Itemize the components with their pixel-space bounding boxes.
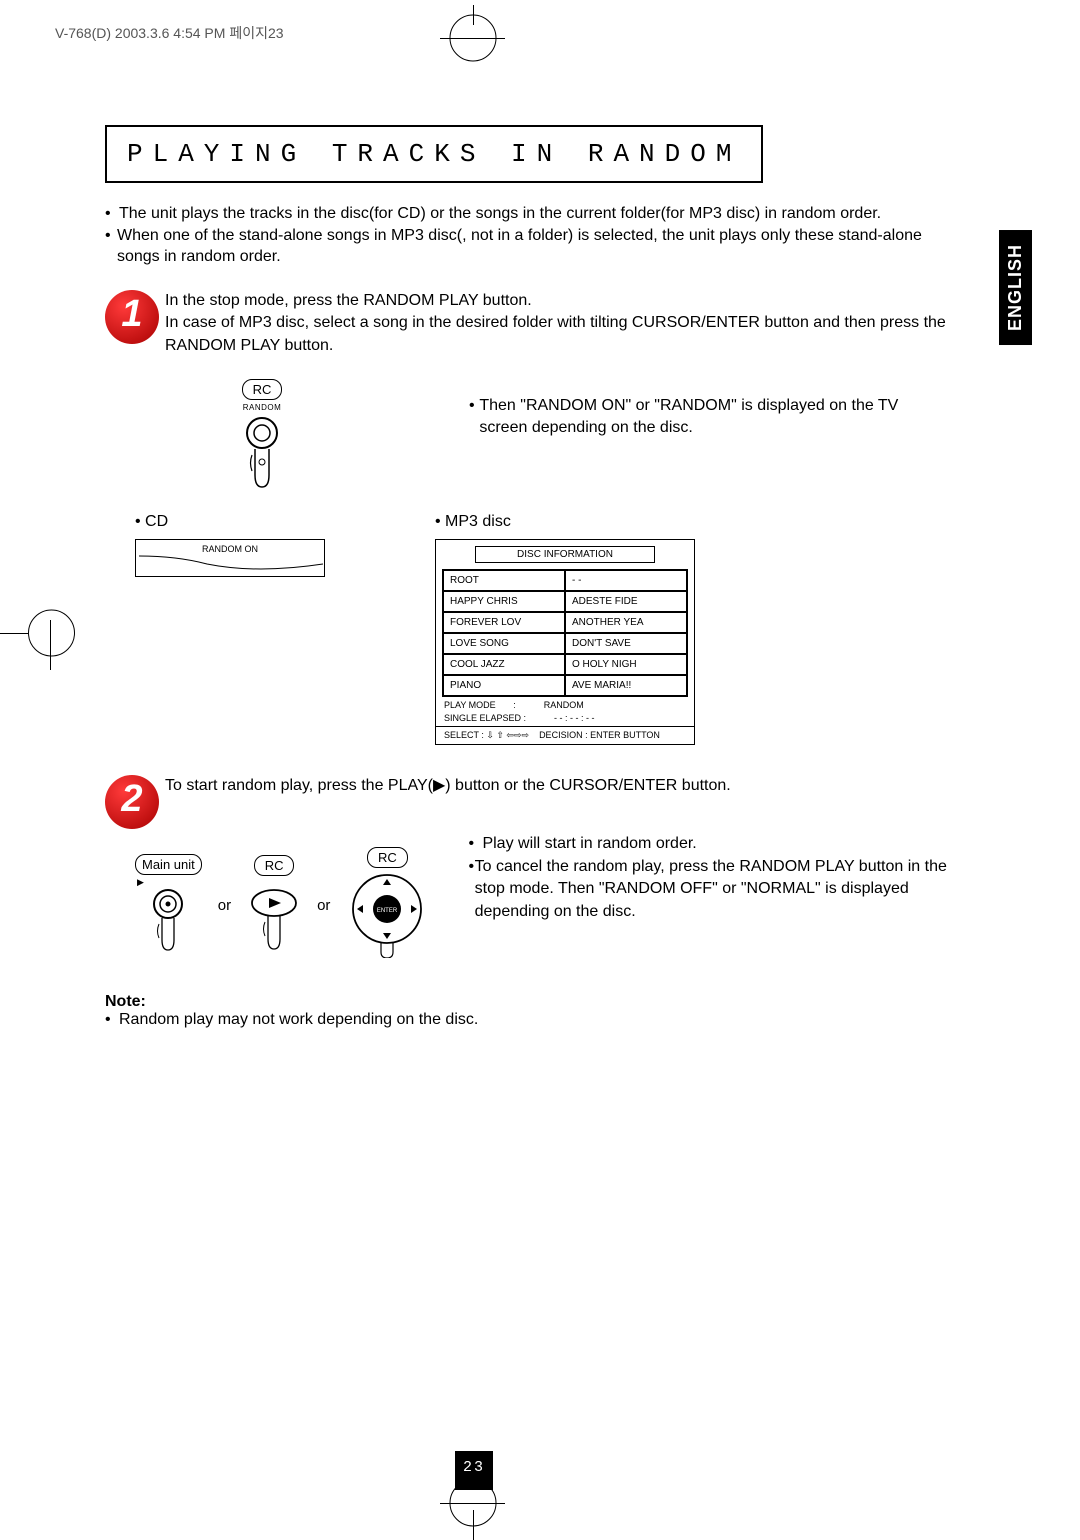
disc-foot-playmode: PLAY MODE : RANDOM [436, 697, 694, 713]
rc-chip: RC [242, 379, 283, 400]
bullet-dot: • [469, 395, 479, 440]
step2-number-icon: 2 [105, 775, 159, 829]
cd-label: • CD [135, 513, 395, 531]
bullet-dot: • [105, 225, 117, 268]
step2-side-notes: •Play will start in random order. •To ca… [468, 827, 950, 923]
bullet-dot: • [468, 833, 482, 855]
step2-s2: To cancel the random play, press the RAN… [475, 856, 950, 923]
crop-mark-left [0, 610, 60, 655]
step2-text: To start random play, press the PLAY(▶) … [165, 775, 950, 797]
step1-line1: In the stop mode, press the RANDOM PLAY … [165, 290, 950, 312]
step-1: 1 In the stop mode, press the RANDOM PLA… [105, 290, 950, 357]
sel-left: SELECT : ⇩ ⇧ ⇦⇨⇨ [444, 730, 529, 741]
play-icon: ▶ [137, 877, 202, 888]
note-text: Random play may not work depending on th… [119, 1011, 478, 1029]
rc-play-icon [247, 887, 301, 951]
cd-column: • CD RANDOM ON [135, 513, 395, 745]
step1-num: 1 [121, 293, 142, 336]
mp3-label: • MP3 disc [435, 513, 950, 531]
grid-cell: DON'T SAVE [565, 633, 687, 654]
section-title: PLAYING TRACKS IN RANDOM [127, 139, 741, 169]
rc-chip-3: RC [367, 847, 408, 868]
random-button-icon [235, 415, 289, 493]
cursor-enter-icon: ENTER [346, 872, 428, 958]
grid-cell: HAPPY CHRIS [443, 591, 565, 612]
disc-info-title: DISC INFORMATION [475, 546, 655, 563]
grid-cell: FOREVER LOV [443, 612, 565, 633]
step1-text: In the stop mode, press the RANDOM PLAY … [165, 290, 950, 357]
pm-label: PLAY MODE [444, 700, 496, 710]
grid-cell: AVE MARIA!! [565, 675, 687, 696]
grid-cell: COOL JAZZ [443, 654, 565, 675]
disc-foot-select: SELECT : ⇩ ⇧ ⇦⇨⇨ DECISION : ENTER BUTTON [436, 726, 694, 744]
rc-random-control: RC RANDOM [235, 379, 289, 493]
intro-b2: When one of the stand-alone songs in MP3… [117, 225, 950, 268]
random-label: RANDOM [235, 403, 289, 412]
step-2: 2 To start random play, press the PLAY(▶… [105, 775, 950, 797]
step2-s1: Play will start in random order. [482, 833, 696, 855]
se-label: SINGLE ELAPSED : [444, 713, 526, 723]
mp3-column: • MP3 disc DISC INFORMATION ROOT- - HAPP… [435, 513, 950, 745]
pm-sep: : [513, 700, 516, 710]
note-body: • Random play may not work depending on … [105, 1011, 950, 1029]
bullet-dot: • [105, 203, 119, 225]
step1-number-icon: 1 [105, 290, 159, 344]
disc-info-panel: DISC INFORMATION ROOT- - HAPPY CHRISADES… [435, 539, 695, 745]
grid-cell: ROOT [443, 570, 565, 591]
main-unit-chip: Main unit [135, 854, 202, 875]
grid-cell: PIANO [443, 675, 565, 696]
se-value: - - : - - : - - [554, 713, 595, 723]
step2-num: 2 [121, 778, 142, 821]
step1-side-note: •Then "RANDOM ON" or "RANDOM" is display… [469, 395, 950, 440]
grid-cell: O HOLY NIGH [565, 654, 687, 675]
main-unit-control: Main unit ▶ [135, 854, 202, 957]
page-content: PLAYING TRACKS IN RANDOM •The unit plays… [105, 125, 950, 1029]
rc-play-control: RC [247, 855, 301, 956]
or-text-2: or [317, 897, 330, 914]
crop-mark-top [450, 15, 495, 60]
language-tab: ENGLISH [999, 230, 1032, 345]
page-number: 23 [455, 1451, 493, 1490]
step2-controls: Main unit ▶ or RC [135, 847, 428, 963]
disc-columns: • CD RANDOM ON • MP3 disc DISC INFORMATI… [105, 513, 950, 745]
main-unit-knob-icon [143, 888, 193, 952]
grid-cell: - - [565, 570, 687, 591]
note-heading: Note: [105, 993, 950, 1011]
cd-random-on-box: RANDOM ON [135, 539, 325, 577]
grid-cell: LOVE SONG [443, 633, 565, 654]
enter-text: ENTER [377, 908, 398, 914]
step1-note: Then "RANDOM ON" or "RANDOM" is displaye… [479, 395, 950, 440]
sel-right: DECISION : ENTER BUTTON [539, 730, 660, 741]
bullet-dot: • [105, 1011, 119, 1029]
intro-bullets: •The unit plays the tracks in the disc(f… [105, 203, 950, 268]
grid-cell: ADESTE FIDE [565, 591, 687, 612]
cd-wave-icon [137, 554, 323, 572]
disc-info-grid: ROOT- - HAPPY CHRISADESTE FIDE FOREVER L… [442, 569, 688, 697]
or-text-1: or [218, 897, 231, 914]
rc-chip-2: RC [254, 855, 295, 876]
disc-foot-elapsed: SINGLE ELAPSED : - - : - - : - - [436, 713, 694, 726]
doc-header-meta: V-768(D) 2003.3.6 4:54 PM 페이지23 [55, 23, 284, 43]
pm-value: RANDOM [544, 700, 584, 710]
intro-b1: The unit plays the tracks in the disc(fo… [119, 203, 881, 225]
cd-random-text: RANDOM ON [136, 544, 324, 554]
rc-enter-control: RC ENTER [346, 847, 428, 963]
grid-cell: ANOTHER YEA [565, 612, 687, 633]
section-title-frame: PLAYING TRACKS IN RANDOM [105, 125, 763, 183]
step1-line2: In case of MP3 disc, select a song in th… [165, 312, 950, 357]
